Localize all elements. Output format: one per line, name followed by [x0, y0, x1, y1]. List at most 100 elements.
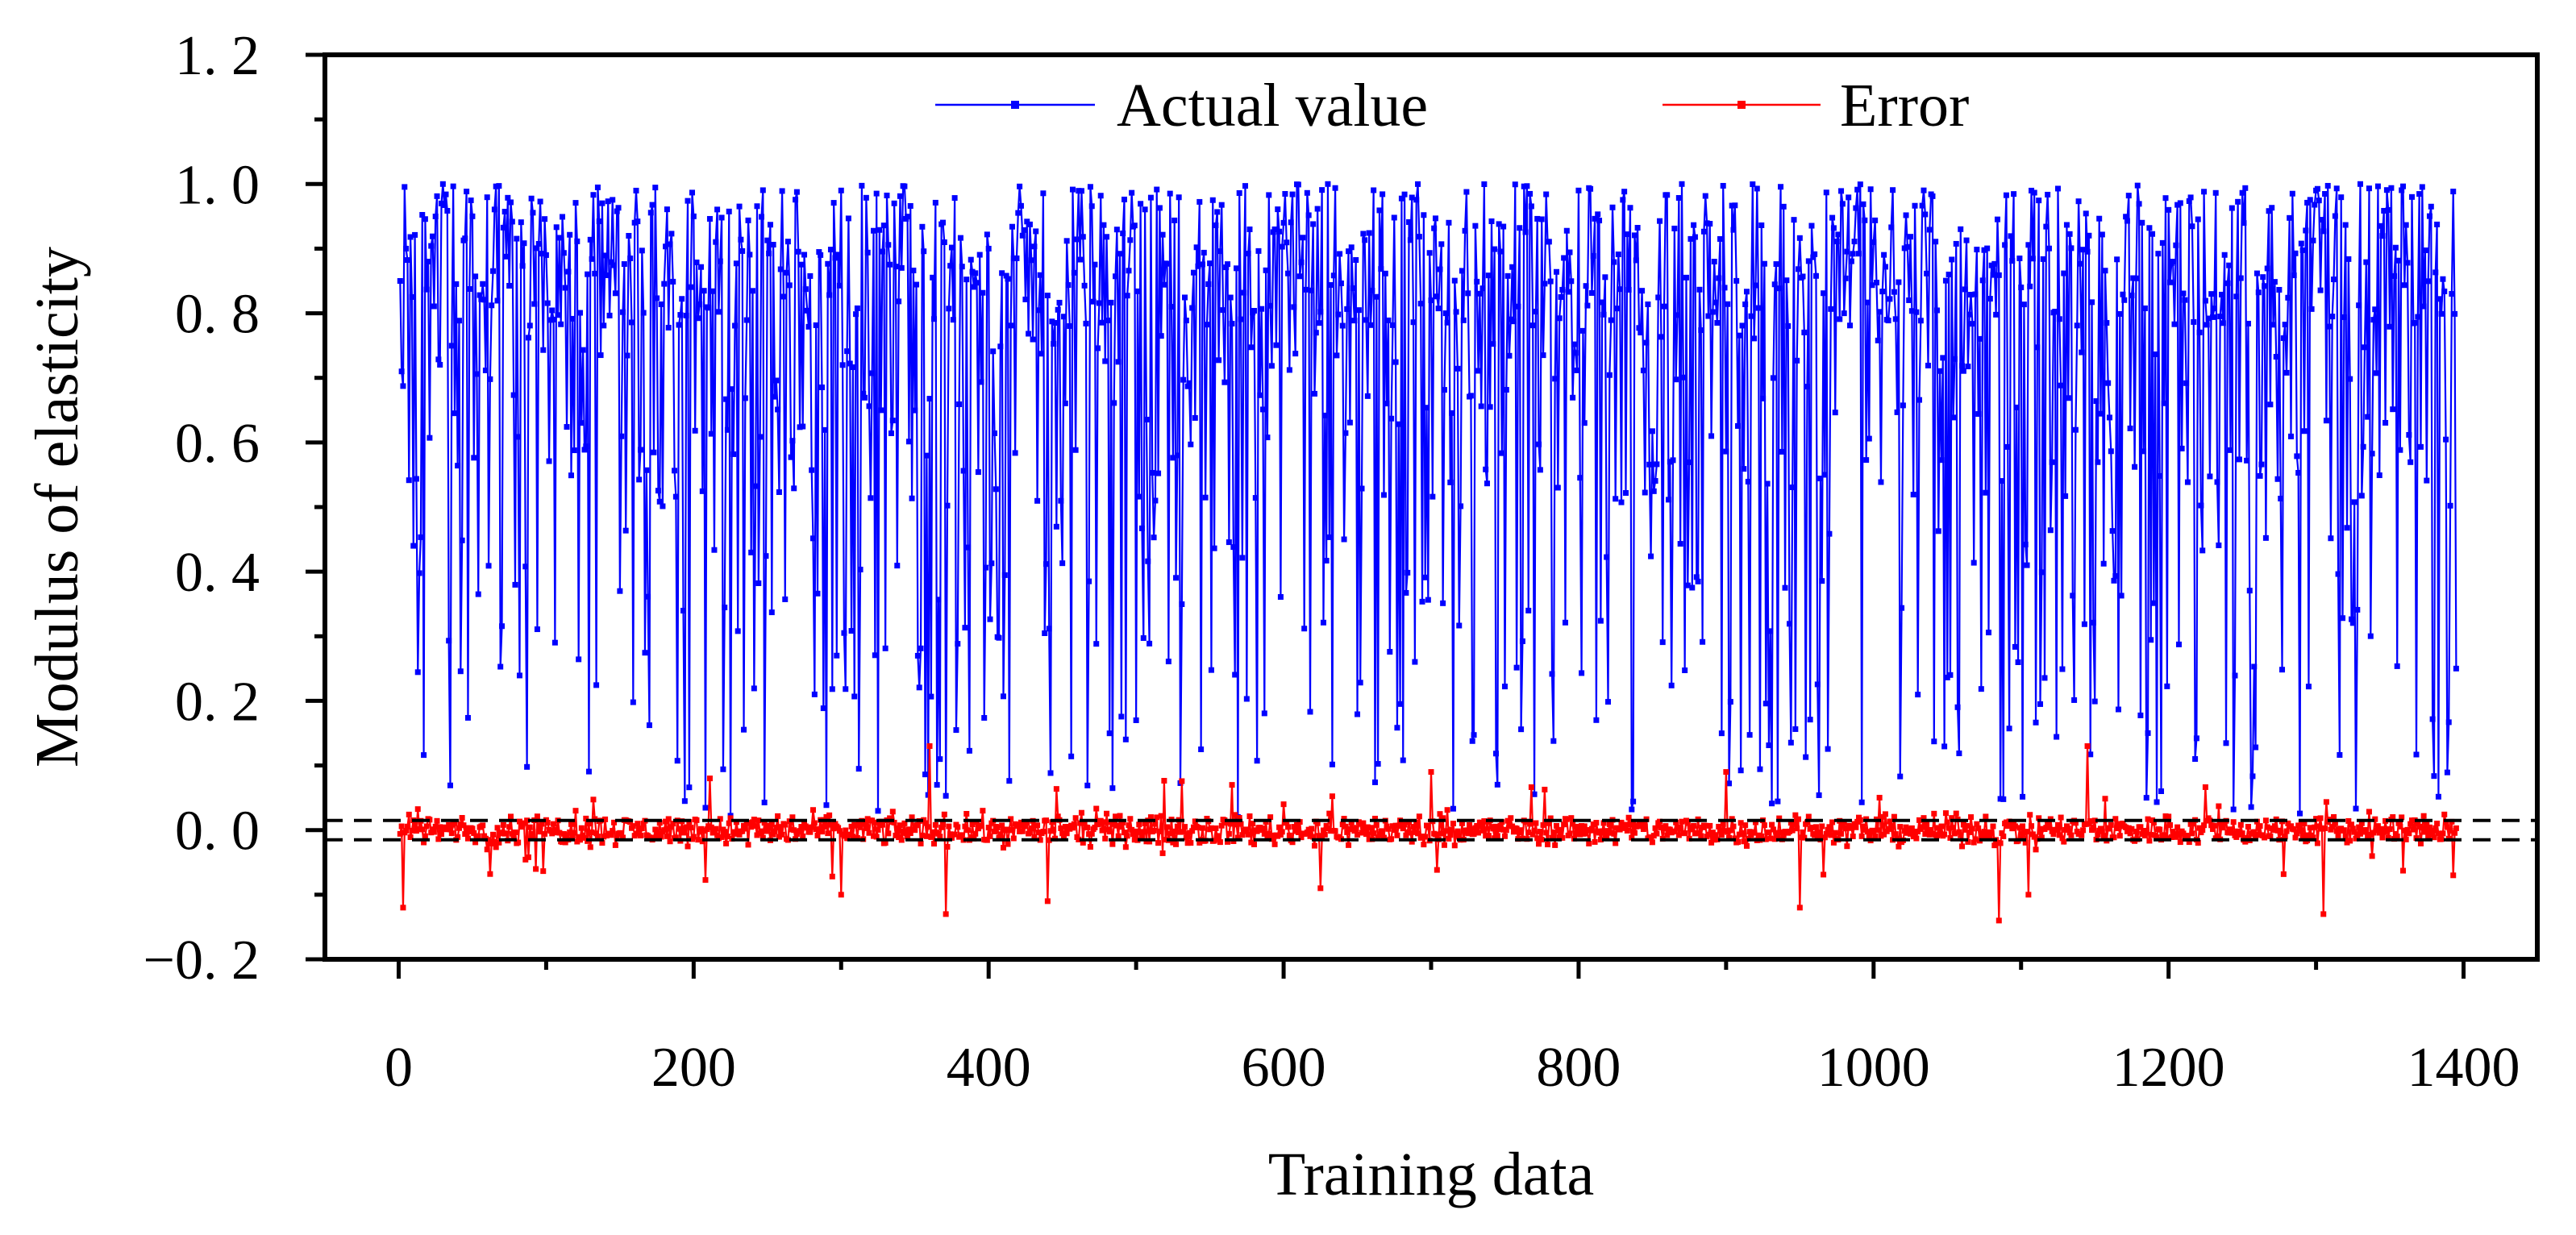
data-point-actual-value [592, 270, 598, 277]
data-point-actual-value [2120, 291, 2126, 297]
data-point-actual-value [1446, 219, 1452, 226]
data-point-actual-value [510, 392, 517, 398]
data-point-actual-value [1807, 717, 1813, 723]
data-point-actual-value [699, 488, 705, 494]
data-point-actual-value [2095, 459, 2101, 465]
data-point-error [421, 839, 427, 846]
data-point-actual-value [2447, 502, 2453, 509]
data-point-actual-value [1994, 216, 2000, 222]
data-point-actual-value [1875, 337, 1881, 343]
data-point-actual-value [1871, 239, 1877, 245]
data-point-error [1492, 823, 1499, 830]
data-point-error [475, 833, 481, 839]
data-point-error [809, 824, 815, 830]
data-point-error [668, 824, 675, 830]
data-point-actual-value [1031, 243, 1038, 250]
data-point-actual-value [1592, 215, 1598, 222]
data-point-actual-value [1449, 410, 1455, 416]
data-point-actual-value [456, 318, 462, 324]
data-point-actual-value [1010, 255, 1017, 261]
data-point-error [2367, 831, 2374, 838]
data-point-actual-value [2179, 445, 2185, 451]
data-point-error [2167, 821, 2173, 828]
data-point-actual-value [2404, 260, 2411, 266]
data-point-actual-value [1658, 334, 1664, 340]
data-point-actual-value [1707, 221, 1713, 227]
data-point-actual-value [809, 467, 815, 473]
data-point-actual-value [2230, 806, 2237, 813]
data-point-error [664, 833, 670, 839]
data-point-actual-value [1985, 630, 1991, 636]
data-point-actual-value [713, 239, 719, 245]
data-point-error [656, 820, 663, 826]
data-point-error [1953, 810, 1959, 817]
data-point-actual-value [1109, 785, 1116, 792]
data-point-error [1321, 831, 1328, 838]
data-point-error [1000, 845, 1006, 851]
data-point-actual-value [1459, 268, 1465, 274]
data-point-actual-value [630, 699, 636, 705]
data-point-actual-value [1593, 717, 1600, 723]
data-point-actual-value [1108, 299, 1114, 306]
data-point-actual-value [1149, 470, 1155, 476]
data-point-actual-value [1226, 539, 1232, 546]
data-point-error [844, 835, 851, 842]
data-point-actual-value [718, 214, 725, 221]
data-point-error [1937, 831, 1943, 838]
data-point-error [2335, 832, 2341, 838]
data-point-actual-value [1881, 252, 1887, 258]
data-point-actual-value [1750, 181, 1756, 188]
data-point-error [1579, 823, 1585, 830]
data-point-actual-value [1392, 359, 1399, 365]
data-point-actual-value [2219, 291, 2225, 297]
data-point-actual-value [2063, 222, 2070, 228]
data-point-actual-value [872, 652, 878, 659]
data-point-error [1981, 829, 1987, 835]
data-point-actual-value [782, 596, 789, 602]
data-point-actual-value [620, 309, 626, 315]
data-point-error [1403, 832, 1409, 838]
data-point-actual-value [1021, 227, 1027, 233]
data-point-error [1478, 823, 1484, 830]
data-point-error [2406, 830, 2412, 837]
data-point-error [1421, 842, 1427, 848]
data-point-actual-value [1268, 363, 1275, 369]
data-point-actual-value [1095, 345, 1101, 351]
data-point-error [439, 831, 445, 838]
data-point-actual-value [1407, 237, 1413, 243]
data-point-actual-value [1072, 447, 1079, 453]
data-point-error [1348, 819, 1355, 825]
data-point-actual-value [896, 298, 902, 305]
data-point-actual-value [1196, 198, 1203, 205]
data-point-actual-value [752, 483, 759, 489]
data-point-actual-value [1963, 237, 1970, 243]
data-point-error [1711, 837, 1717, 843]
data-point-error [848, 823, 855, 830]
data-point-actual-value [775, 406, 781, 413]
data-point-actual-value [2152, 351, 2158, 358]
data-point-error [1401, 821, 1408, 828]
data-point-error [1542, 786, 1548, 792]
data-point-error [984, 837, 990, 843]
data-point-error [1860, 823, 1866, 830]
data-point-error [1922, 831, 1929, 838]
data-point-error [777, 824, 784, 830]
data-point-actual-value [679, 296, 685, 302]
data-point-actual-value [446, 638, 452, 644]
data-point-error [2313, 816, 2320, 822]
data-point-error [2108, 821, 2114, 828]
data-point-error [2202, 784, 2208, 790]
data-point-actual-value [2186, 198, 2192, 204]
data-point-error [560, 839, 566, 846]
data-point-actual-value [407, 234, 414, 240]
data-point-error [885, 830, 892, 837]
data-point-error [1679, 818, 1685, 825]
data-point-error [1752, 819, 1758, 825]
data-point-actual-value [1863, 457, 1870, 464]
data-point-error [1832, 830, 1838, 836]
data-point-actual-value [2253, 270, 2260, 277]
data-point-error [1838, 830, 1845, 837]
data-point-error [1047, 828, 1054, 834]
data-point-actual-value [1092, 261, 1098, 268]
data-point-error [1698, 833, 1704, 839]
